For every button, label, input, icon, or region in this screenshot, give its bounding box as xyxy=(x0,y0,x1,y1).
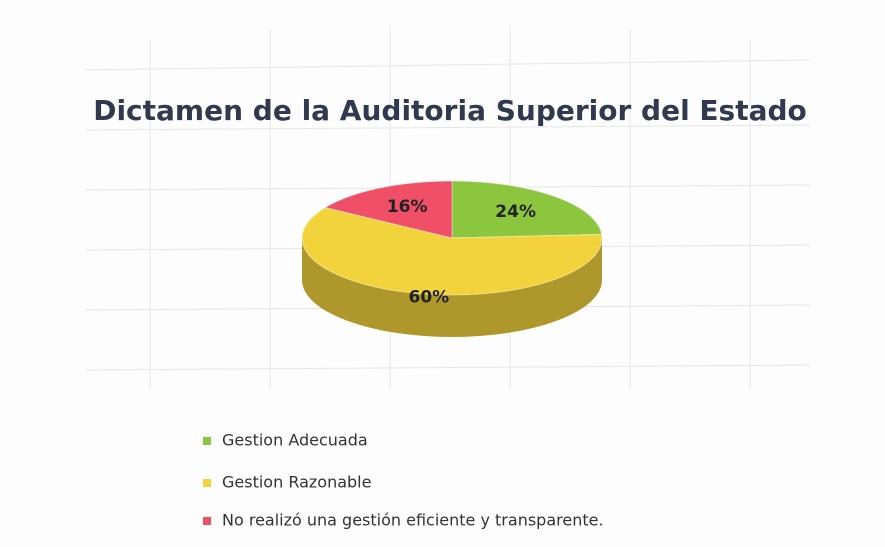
legend-swatch xyxy=(203,479,211,487)
data-label: 60% xyxy=(409,287,450,307)
legend-swatch xyxy=(203,437,211,445)
slice xyxy=(324,180,453,239)
data-label: 24% xyxy=(495,202,536,222)
chart-title: Dictamen de la Auditoria Superior del Es… xyxy=(93,94,807,127)
slice-side xyxy=(302,238,602,337)
legend-label: Gestion Adecuada xyxy=(222,431,368,450)
slice xyxy=(301,206,603,296)
legend-swatch xyxy=(203,517,211,525)
data-label: 16% xyxy=(387,197,428,217)
legend-label: No realizó una gestión eficiente y trans… xyxy=(222,511,604,530)
legend-label: Gestion Razonable xyxy=(222,473,371,492)
slice xyxy=(451,180,603,239)
